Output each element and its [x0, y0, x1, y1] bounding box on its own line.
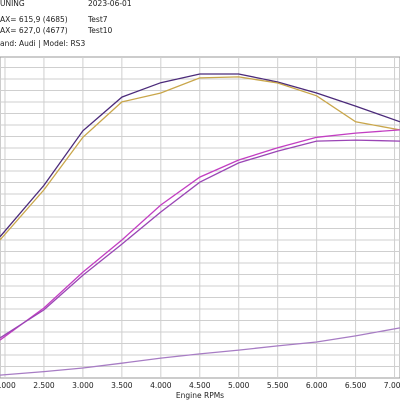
x-tick-label: 5.000	[228, 381, 250, 390]
x-tick-label: 2.500	[33, 381, 55, 390]
x-tick-label: 3.000	[72, 381, 94, 390]
max-label: AX= 615,9 (4685)	[0, 15, 68, 24]
series-line	[0, 73, 400, 238]
x-tick-label: 3.500	[111, 381, 133, 390]
x-tick-label: 4.000	[150, 381, 172, 390]
max-label: AX= 627,0 (4677)	[0, 26, 68, 35]
series-line	[0, 129, 400, 341]
date: 2023-06-01	[88, 0, 132, 8]
x-tick-label: 2.000	[0, 381, 16, 390]
x-axis-label: Engine RPMs	[176, 391, 224, 400]
vehicle-info: and: Audi | Model: RS3	[0, 39, 85, 48]
x-tick-label: 7.000	[384, 381, 400, 390]
chart-title: UNING	[0, 0, 25, 8]
test-label: Test10	[87, 26, 113, 35]
x-tick-label: 6.500	[345, 381, 367, 390]
series-line	[0, 76, 400, 241]
test-label: Test7	[87, 15, 108, 24]
x-tick-label: 6.000	[306, 381, 328, 390]
x-tick-label: 5.500	[267, 381, 289, 390]
x-tick-label: 4.500	[189, 381, 211, 390]
series-line	[0, 327, 400, 376]
series-line	[0, 139, 400, 339]
